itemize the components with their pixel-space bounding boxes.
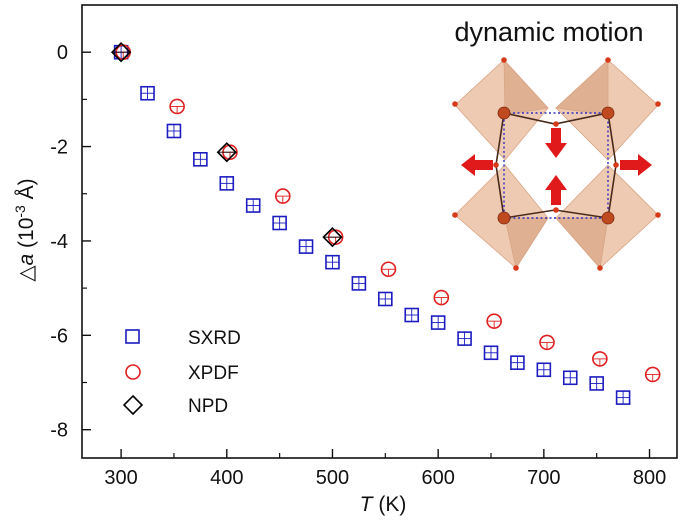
inset-illustration: dynamic motion [452, 17, 661, 271]
octahedron-top-right-shade [555, 59, 609, 116]
x-tick-label: 800 [633, 467, 666, 489]
reference-square [503, 112, 609, 219]
plot-frame [81, 4, 678, 459]
series-sxrd [113, 44, 631, 405]
atom-large [601, 211, 615, 225]
x-tick-label: 700 [527, 467, 560, 489]
x-axis: 300 400 500 600 700 800 [104, 449, 666, 489]
y-tick-label: -2 [50, 137, 68, 159]
npd-point [110, 42, 132, 63]
y-axis: 0 -2 -4 -6 -8 [50, 42, 91, 442]
atom [613, 162, 619, 168]
x-tick-label: 300 [104, 467, 137, 489]
legend-label-sxrd: SXRD [188, 328, 241, 349]
atom-large [601, 106, 615, 120]
atom [513, 265, 519, 271]
motion-arrows [461, 128, 652, 205]
y-tick-label: -4 [50, 231, 68, 253]
octahedron-bottom-left-shade [504, 217, 549, 270]
atom [452, 212, 458, 218]
x-tick-label: 400 [210, 467, 243, 489]
octahedron-bottom-right-shade [555, 217, 609, 269]
atom [655, 101, 661, 107]
atom [501, 57, 507, 63]
series-npd [110, 42, 343, 248]
arrow-down-icon [545, 128, 567, 158]
x-axis-title: T (K) [360, 493, 407, 516]
x-tick-label: 600 [421, 467, 454, 489]
y-tick-label: -8 [50, 420, 68, 442]
atom [655, 212, 661, 218]
legend-label-xpdf: XPDF [188, 363, 239, 384]
atom [605, 57, 611, 63]
legend-marker-sxrd [125, 329, 140, 344]
atom [553, 121, 559, 127]
legend-marker-npd [122, 394, 144, 416]
legend-marker-xpdf [125, 364, 141, 380]
octahedron-top-left-shade [503, 58, 549, 116]
arrow-right-icon [620, 154, 652, 176]
y-tick-label: -6 [50, 325, 68, 347]
npd-point [322, 227, 343, 248]
data-markers [110, 42, 661, 405]
legend: SXRD XPDF NPD [122, 328, 241, 417]
y-axis-title: △a (10-3 Å) [12, 178, 38, 281]
arrow-left-icon [461, 154, 493, 176]
x-tick-label: 500 [316, 467, 349, 489]
arrow-up-icon [545, 175, 567, 205]
npd-point [216, 142, 237, 163]
inset-title: dynamic motion [454, 17, 643, 47]
oxygen-atoms [452, 57, 661, 271]
legend-label-npd: NPD [188, 396, 228, 417]
center-atoms [497, 106, 615, 225]
atom [493, 162, 499, 168]
atom-large [497, 106, 511, 120]
atom [553, 207, 559, 213]
atom [597, 265, 603, 271]
atom-large [497, 211, 511, 225]
y-tick-label: 0 [57, 42, 68, 64]
atom [452, 101, 458, 107]
